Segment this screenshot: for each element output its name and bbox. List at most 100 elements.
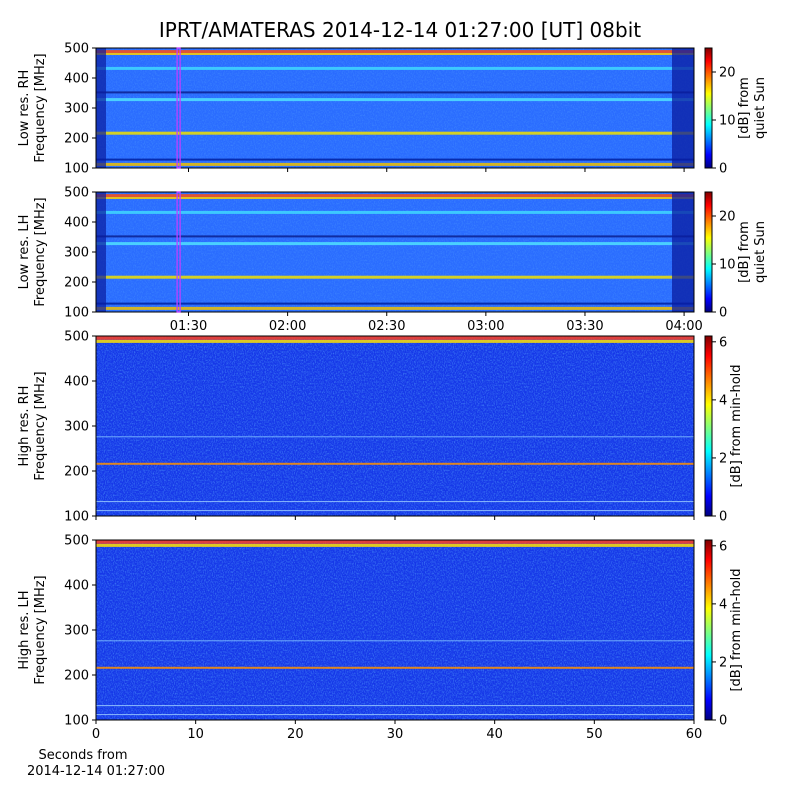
spectral-band (96, 210, 694, 214)
data-gap (96, 48, 106, 168)
colorbar-label: quiet Sun (753, 77, 768, 139)
y-tick-label: 100 (64, 510, 89, 525)
x-tick-label: 0 (92, 727, 100, 742)
spectrogram-noise (96, 336, 694, 516)
y-tick-label: 100 (64, 714, 89, 729)
spectral-band (96, 158, 694, 161)
spectral-band (96, 162, 694, 166)
spectral-band (96, 666, 694, 669)
colorbar-label: [dB] from (737, 77, 752, 139)
spectral-band (96, 510, 694, 512)
colorbar (704, 539, 713, 721)
spectral-band (96, 131, 694, 135)
y-tick-label: 500 (64, 534, 89, 549)
x-tick-label: 04:00 (665, 319, 702, 334)
spectral-band (96, 335, 694, 340)
spectral-band (96, 306, 694, 310)
x-tick-label: 20 (287, 727, 304, 742)
spectral-band (96, 339, 694, 343)
x-tick-label: 50 (586, 727, 603, 742)
y-axis-label: Frequency [MHz] (33, 197, 48, 306)
spectral-band (96, 501, 694, 503)
y-axis-label: Low res. RH (17, 70, 32, 147)
time-cursor (176, 47, 181, 169)
spectral-band (96, 194, 694, 198)
y-tick-label: 300 (64, 102, 89, 117)
y-axis-label: High res. LH (17, 590, 32, 669)
y-tick-label: 200 (64, 669, 89, 684)
y-tick-label: 400 (64, 579, 89, 594)
colorbar-tick-label: 0 (719, 714, 727, 729)
x-tick-label: 02:30 (368, 319, 405, 334)
colorbar-tick-label: 2 (719, 655, 727, 670)
y-tick-label: 200 (64, 465, 89, 480)
y-tick-label: 300 (64, 420, 89, 435)
spectral-band (96, 462, 694, 465)
y-tick-label: 400 (64, 216, 89, 231)
data-gap (96, 192, 106, 312)
colorbar-label: [dB] from min-hold (729, 568, 744, 691)
y-tick-label: 500 (64, 330, 89, 345)
colorbar (704, 47, 713, 169)
spectral-band (96, 235, 694, 238)
spectral-band (96, 53, 694, 55)
spectral-band (96, 242, 694, 246)
spectral-band (96, 66, 694, 70)
spectral-band (96, 640, 694, 642)
colorbar (704, 191, 713, 313)
y-axis-label: Low res. LH (17, 215, 32, 290)
colorbar-tick-label: 10 (719, 114, 736, 129)
spectrogram (96, 335, 694, 516)
y-axis-label: High res. RH (17, 386, 32, 467)
spectral-band (96, 543, 694, 547)
y-tick-label: 400 (64, 72, 89, 87)
y-tick-label: 200 (64, 276, 89, 291)
figure-title: IPRT/AMATERAS 2014-12-14 01:27:00 [UT] 0… (159, 18, 641, 42)
spectrogram-noise (96, 192, 694, 312)
y-tick-label: 200 (64, 132, 89, 147)
spectral-band (96, 436, 694, 438)
spectrogram (96, 192, 694, 312)
colorbar-label: quiet Sun (753, 221, 768, 283)
x-tick-label: 30 (387, 727, 404, 742)
y-axis-label: Frequency [MHz] (33, 575, 48, 684)
colorbar-label: [dB] from (737, 221, 752, 283)
x-tick-label: 60 (686, 727, 703, 742)
colorbar-tick-label: 0 (719, 510, 727, 525)
colorbar-tick-label: 0 (719, 306, 727, 321)
x-axis-label: 2014-12-14 01:27:00 (27, 764, 165, 779)
x-tick-label: 40 (486, 727, 503, 742)
spectral-band (96, 302, 694, 305)
colorbar-tick-label: 10 (719, 258, 736, 273)
y-tick-label: 100 (64, 306, 89, 321)
y-tick-label: 500 (64, 186, 89, 201)
x-tick-label: 03:00 (467, 319, 504, 334)
y-tick-label: 500 (64, 42, 89, 57)
colorbar-tick-label: 20 (719, 210, 736, 225)
data-gap (672, 48, 694, 168)
spectral-band (96, 539, 694, 544)
colorbar-tick-label: 20 (719, 66, 736, 81)
colorbar-tick-label: 4 (719, 597, 727, 612)
spectral-band (96, 50, 694, 54)
time-cursor (176, 191, 181, 313)
y-tick-label: 100 (64, 162, 89, 177)
spectral-band (96, 705, 694, 707)
data-gap (672, 192, 694, 312)
colorbar-tick-label: 6 (719, 539, 727, 554)
spectral-band (96, 275, 694, 279)
spectral-band (96, 197, 694, 199)
colorbar-tick-label: 0 (719, 162, 727, 177)
x-tick-label: 03:30 (566, 319, 603, 334)
y-axis-label: Frequency [MHz] (33, 53, 48, 162)
y-axis-label: Frequency [MHz] (33, 371, 48, 480)
y-tick-label: 400 (64, 375, 89, 390)
y-tick-label: 300 (64, 624, 89, 639)
spectrogram-noise (96, 540, 694, 720)
x-axis-label: Seconds from (38, 748, 127, 763)
colorbar-tick-label: 2 (719, 451, 727, 466)
spectrogram (96, 48, 694, 168)
spectrogram (96, 539, 694, 720)
spectral-band (96, 98, 694, 102)
